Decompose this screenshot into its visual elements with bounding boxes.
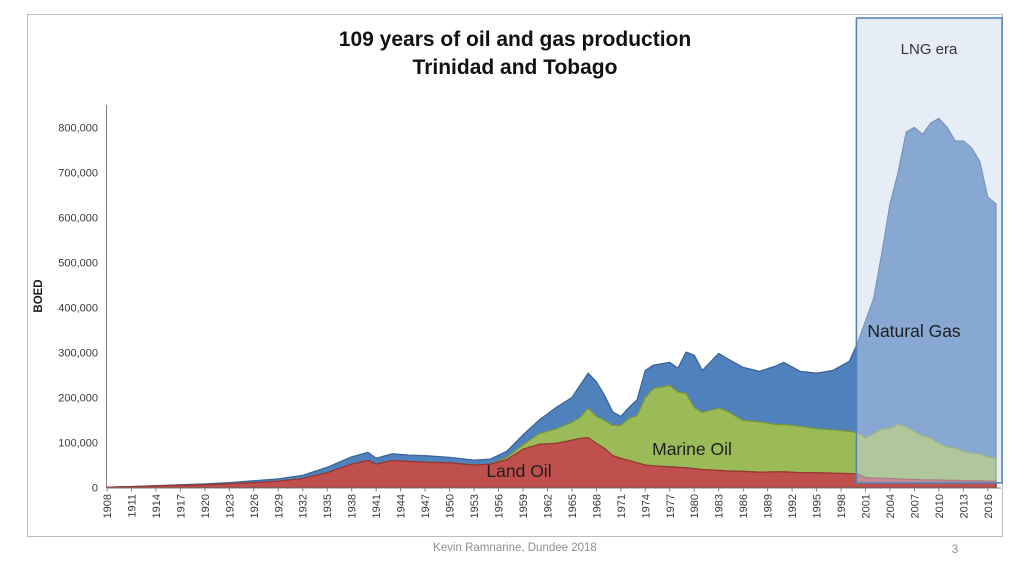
x-tick-label: 1950 [445,494,457,518]
x-tick-label: 1911 [127,494,139,518]
x-tick-label: 1968 [591,494,603,518]
x-tick-label: 1914 [151,494,163,518]
x-tick-label: 1965 [567,494,579,518]
y-axis-title: BOED [33,279,45,312]
label-land-oil: Land Oil [486,461,551,481]
x-tick-label: 2010 [934,494,946,518]
y-tick-label: 600,000 [58,213,98,225]
x-tick-label: 1917 [175,494,187,518]
chart-title: 109 years of oil and gas production Trin… [27,26,1003,82]
x-tick-label: 1974 [640,494,652,518]
x-tick-label: 1971 [616,494,628,518]
x-tick-label: 1998 [836,494,848,518]
label-marine-oil: Marine Oil [652,439,732,459]
y-tick-label: 300,000 [58,348,98,360]
y-tick-label: 200,000 [58,393,98,405]
slide-footer: Kevin Ramnarine, Dundee 2018 [433,542,597,554]
x-tick-label: 1977 [665,494,677,518]
axes [106,105,1001,489]
label-natural-gas: Natural Gas [867,321,961,341]
chart-title-line1: 109 years of oil and gas production [338,28,692,51]
y-tick-label: 0 [92,483,98,495]
lng-era-box [855,17,1003,484]
page-number: 3 [951,542,959,556]
area-natural-gas [106,117,997,489]
x-tick-label: 1953 [469,494,481,518]
x-tick-label: 1989 [763,494,775,518]
y-tick-label: 700,000 [58,168,98,180]
x-tick-label: 1947 [420,494,432,518]
x-tick-label: 1932 [298,494,310,518]
x-tick-label: 1992 [787,494,799,518]
x-axis-tick-labels: 1908 1911 1914 1917 1920 1923 1926 1929 1932 1935… [102,488,995,518]
y-axis-tick-labels: 0 100,000 200,000 300,000 400,000 500,000 600,… [58,123,98,495]
x-tick-label: 2001 [861,494,873,518]
x-tick-label: 1926 [249,494,261,518]
lng-era-label: LNG era [901,41,958,58]
y-tick-label: 800,000 [58,123,98,135]
x-tick-label: 2004 [885,494,897,518]
x-tick-label: 1908 [102,494,114,518]
y-tick-label: 500,000 [58,258,98,270]
x-tick-label: 1986 [738,494,750,518]
x-tick-label: 1938 [347,494,359,518]
x-tick-label: 1956 [494,494,506,518]
x-tick-label: 1929 [273,494,285,518]
x-tick-label: 1941 [371,494,383,518]
x-tick-label: 1959 [518,494,530,518]
x-tick-label: 2016 [983,494,995,518]
y-tick-label: 400,000 [58,303,98,315]
x-tick-label: 1920 [200,494,212,518]
x-tick-label: 1944 [396,494,408,518]
x-tick-label: 1923 [224,494,236,518]
x-tick-label: 1995 [812,494,824,518]
y-tick-label: 100,000 [58,438,98,450]
chart-title-line2: Trinidad and Tobago [412,56,618,79]
area-land-oil [106,436,997,489]
x-tick-label: 1983 [714,494,726,518]
x-tick-label: 1962 [542,494,554,518]
x-tick-label: 1980 [689,494,701,518]
x-tick-label: 1935 [322,494,334,518]
x-tick-label: 2007 [909,494,921,518]
x-tick-label: 2013 [958,494,970,518]
